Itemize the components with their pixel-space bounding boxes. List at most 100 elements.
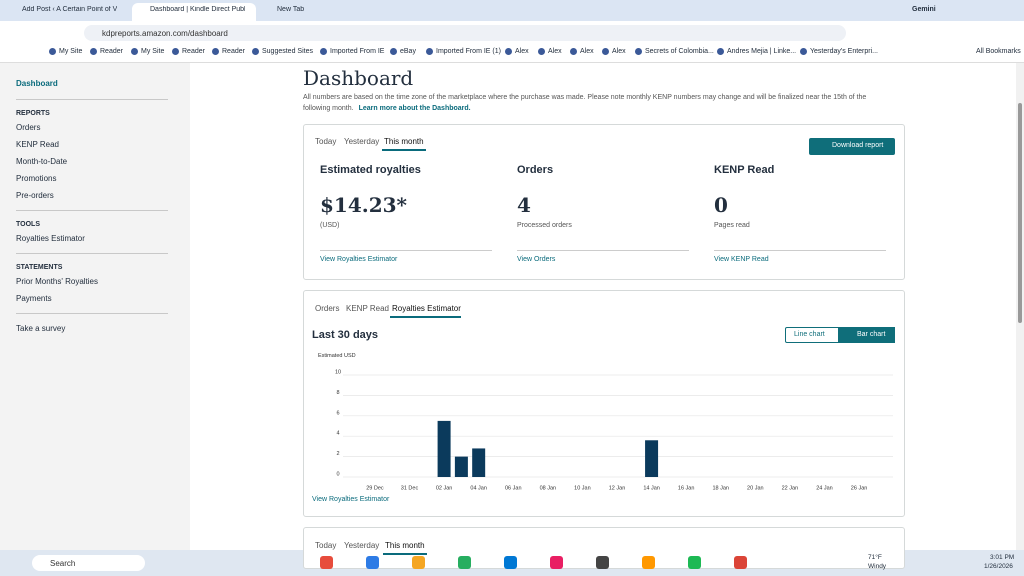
x-tick-label: 20 Jan xyxy=(747,485,764,491)
panel-tab[interactable]: Today xyxy=(315,137,337,146)
browser-tab[interactable]: New Tab xyxy=(277,6,305,13)
bar-chart-toggle[interactable]: Bar chart xyxy=(857,331,886,338)
panel-tab[interactable]: This month xyxy=(384,137,424,146)
nav-item[interactable]: KENP Read xyxy=(16,140,59,149)
panel-tab[interactable]: Yesterday xyxy=(344,541,380,550)
metric-value: 0 xyxy=(714,193,728,217)
sidebar-separator xyxy=(16,99,168,100)
bookmark-icon xyxy=(635,48,642,55)
nav-section-title: TOOLS xyxy=(16,221,40,228)
bookmark[interactable]: Reader xyxy=(182,48,205,55)
all-bookmarks[interactable]: All Bookmarks xyxy=(976,48,1021,55)
url[interactable]: kdpreports.amazon.com/dashboard xyxy=(102,29,228,38)
active-tab-underline xyxy=(390,316,461,318)
learn-more-link[interactable]: Learn more about the Dashboard. xyxy=(358,105,471,112)
active-tab xyxy=(132,3,256,21)
bookmark-icon xyxy=(390,48,397,55)
metric-value: 4 xyxy=(517,193,531,217)
nav-item[interactable]: Promotions xyxy=(16,174,57,183)
x-tick-label: 24 Jan xyxy=(816,485,833,491)
clock-time: 3:01 PM xyxy=(990,554,1015,561)
download-button xyxy=(809,138,895,155)
nav-section-title: STATEMENTS xyxy=(16,264,63,271)
metric-link[interactable]: View Orders xyxy=(517,256,556,263)
bookmark[interactable]: My Site xyxy=(59,48,83,55)
chart-title: Last 30 days xyxy=(312,329,379,341)
weather-temp: 71°F xyxy=(868,554,882,561)
bookmark[interactable]: Yesterday's Enterpri... xyxy=(810,48,879,55)
bookmark[interactable]: eBay xyxy=(400,48,416,55)
download-button-label[interactable]: Download report xyxy=(832,142,884,149)
browser-tab[interactable]: Dashboard | Kindle Direct Publi xyxy=(150,6,245,13)
bookmark[interactable]: Imported From IE (1) xyxy=(436,48,501,55)
omnibox[interactable] xyxy=(84,25,846,41)
y-tick-label: 4 xyxy=(336,431,339,437)
panel-tab[interactable]: Royalties Estimator xyxy=(392,304,461,313)
browser-tab[interactable]: Add Post ‹ A Certain Point of V xyxy=(22,6,117,13)
nav-survey[interactable]: Take a survey xyxy=(16,324,66,333)
page-note: All numbers are based on the time zone o… xyxy=(303,94,867,112)
taskbar-icon xyxy=(366,556,379,569)
metric-link[interactable]: View KENP Read xyxy=(714,256,769,263)
taskbar-icon xyxy=(458,556,471,569)
bookmark-icon xyxy=(426,48,433,55)
bookmark[interactable]: Alex xyxy=(548,48,562,55)
bookmark-icon xyxy=(172,48,179,55)
panel-tab[interactable]: Yesterday xyxy=(344,137,380,146)
bookmark[interactable]: Andres Mejia | Linke... xyxy=(727,48,797,55)
bookmark-icon xyxy=(602,48,609,55)
bookmark[interactable]: Alex xyxy=(515,48,529,55)
nav-item[interactable]: Prior Months' Royalties xyxy=(16,277,98,286)
gemini-button[interactable]: Gemini xyxy=(912,6,936,13)
nav-item[interactable]: Payments xyxy=(16,294,52,303)
x-tick-label: 02 Jan xyxy=(436,485,453,491)
nav-item[interactable]: Royalties Estimator xyxy=(16,234,85,243)
sidebar-separator xyxy=(16,313,168,314)
taskbar-search-label: Search xyxy=(50,559,76,568)
bookmark[interactable]: Reader xyxy=(222,48,245,55)
panel-tab[interactable]: Orders xyxy=(315,304,340,313)
bookmark-icon xyxy=(800,48,807,55)
bookmark-icon xyxy=(90,48,97,55)
x-tick-label: 18 Jan xyxy=(712,485,729,491)
y-tick-label: 6 xyxy=(336,410,339,416)
line-chart-toggle[interactable]: Line chart xyxy=(794,331,825,338)
x-tick-label: 10 Jan xyxy=(574,485,591,491)
sidebar-separator xyxy=(16,210,168,211)
chart-link[interactable]: View Royalties Estimator xyxy=(312,496,390,503)
metric-link[interactable]: View Royalties Estimator xyxy=(320,256,398,263)
taskbar-icon xyxy=(412,556,425,569)
active-tab-underline xyxy=(382,149,426,151)
y-tick-label: 8 xyxy=(336,390,339,396)
metric-title: KENP Read xyxy=(714,164,775,176)
bookmark-icon xyxy=(131,48,138,55)
x-tick-label: 08 Jan xyxy=(540,485,557,491)
toggle-active xyxy=(838,327,895,343)
metric-title: Estimated royalties xyxy=(320,164,421,176)
x-tick-label: 31 Dec xyxy=(401,485,419,491)
bookmark[interactable]: Imported From IE xyxy=(330,48,385,55)
panel-tab[interactable]: This month xyxy=(385,541,425,550)
panel-tab[interactable]: Today xyxy=(315,541,337,550)
bookmark[interactable]: Secrets of Colombia... xyxy=(645,48,714,55)
metric-separator xyxy=(320,250,492,251)
nav-item[interactable]: Pre-orders xyxy=(16,191,54,200)
bookmark[interactable]: My Site xyxy=(141,48,165,55)
metric-caption: Pages read xyxy=(714,222,750,229)
x-tick-label: 26 Jan xyxy=(851,485,868,491)
bookmark[interactable]: Suggested Sites xyxy=(262,48,313,55)
nav-dashboard[interactable]: Dashboard xyxy=(16,79,58,88)
bookmark-icon xyxy=(570,48,577,55)
nav-item[interactable]: Month-to-Date xyxy=(16,157,68,166)
taskbar-search[interactable] xyxy=(32,555,145,571)
bookmark[interactable]: Alex xyxy=(612,48,626,55)
panel-tab[interactable]: KENP Read xyxy=(346,304,389,313)
taskbar-icon xyxy=(642,556,655,569)
x-tick-label: 04 Jan xyxy=(470,485,487,491)
bookmark[interactable]: Alex xyxy=(580,48,594,55)
x-tick-label: 22 Jan xyxy=(782,485,799,491)
nav-item[interactable]: Orders xyxy=(16,123,41,132)
tab-strip xyxy=(0,0,1024,21)
bookmark[interactable]: Reader xyxy=(100,48,123,55)
